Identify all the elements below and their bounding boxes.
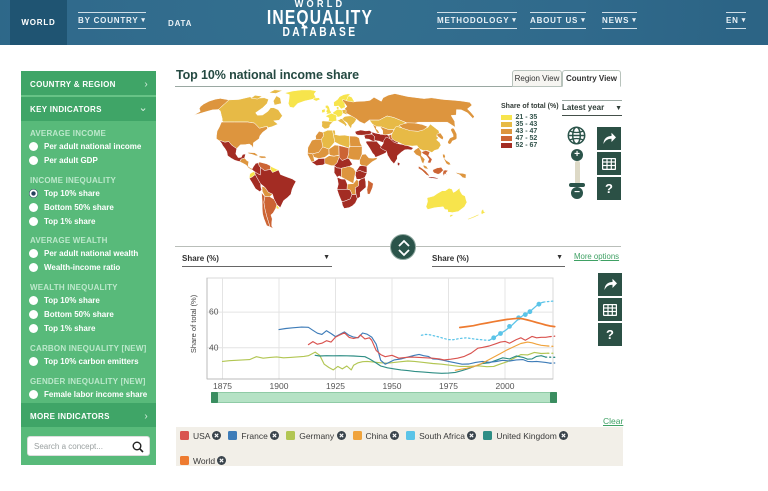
svg-text:1975: 1975 — [439, 381, 458, 391]
svg-text:Share of total (%): Share of total (%) — [189, 294, 198, 353]
svg-text:1875: 1875 — [213, 381, 232, 391]
svg-text:2000: 2000 — [496, 381, 515, 391]
svg-text:40: 40 — [209, 342, 219, 352]
svg-text:1925: 1925 — [326, 381, 345, 391]
svg-text:60: 60 — [209, 307, 219, 317]
svg-text:1900: 1900 — [270, 381, 289, 391]
svg-text:1950: 1950 — [383, 381, 402, 391]
